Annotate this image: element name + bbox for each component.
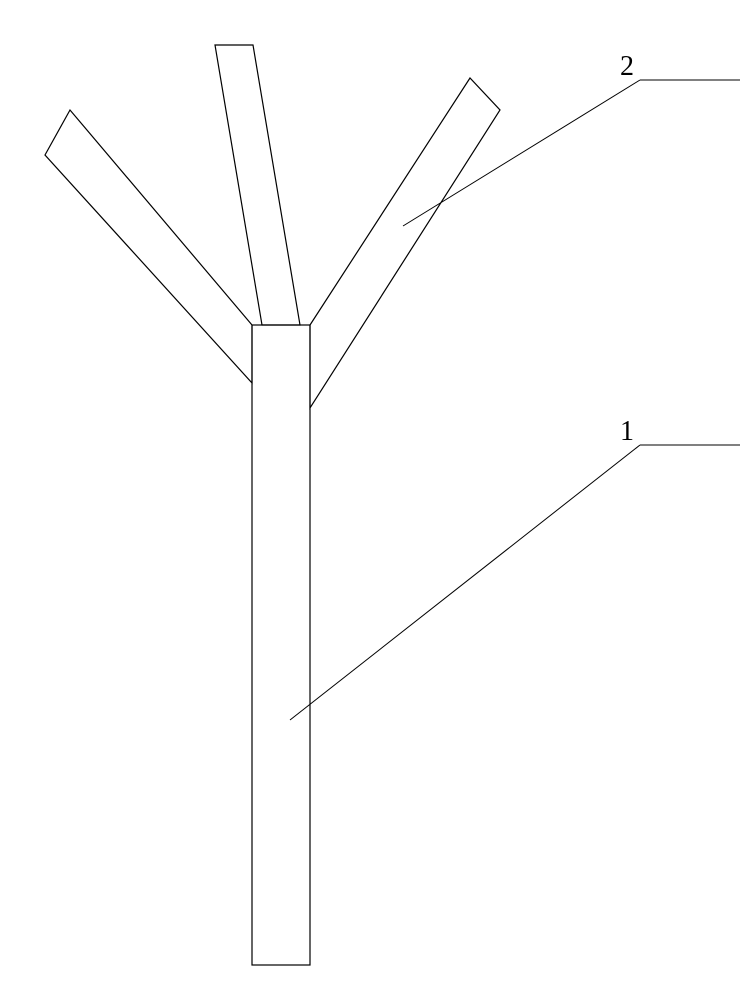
callout-2-leader — [403, 80, 640, 226]
callout-2-label: 2 — [620, 51, 634, 82]
callout-1-leader — [290, 445, 640, 720]
trunk-shape — [252, 325, 310, 965]
technical-diagram: 2 1 — [0, 0, 747, 1000]
branch-left-shape — [45, 110, 252, 383]
branch-right-shape — [310, 78, 500, 408]
callout-1-label: 1 — [620, 416, 634, 447]
branch-middle-shape — [215, 45, 300, 325]
